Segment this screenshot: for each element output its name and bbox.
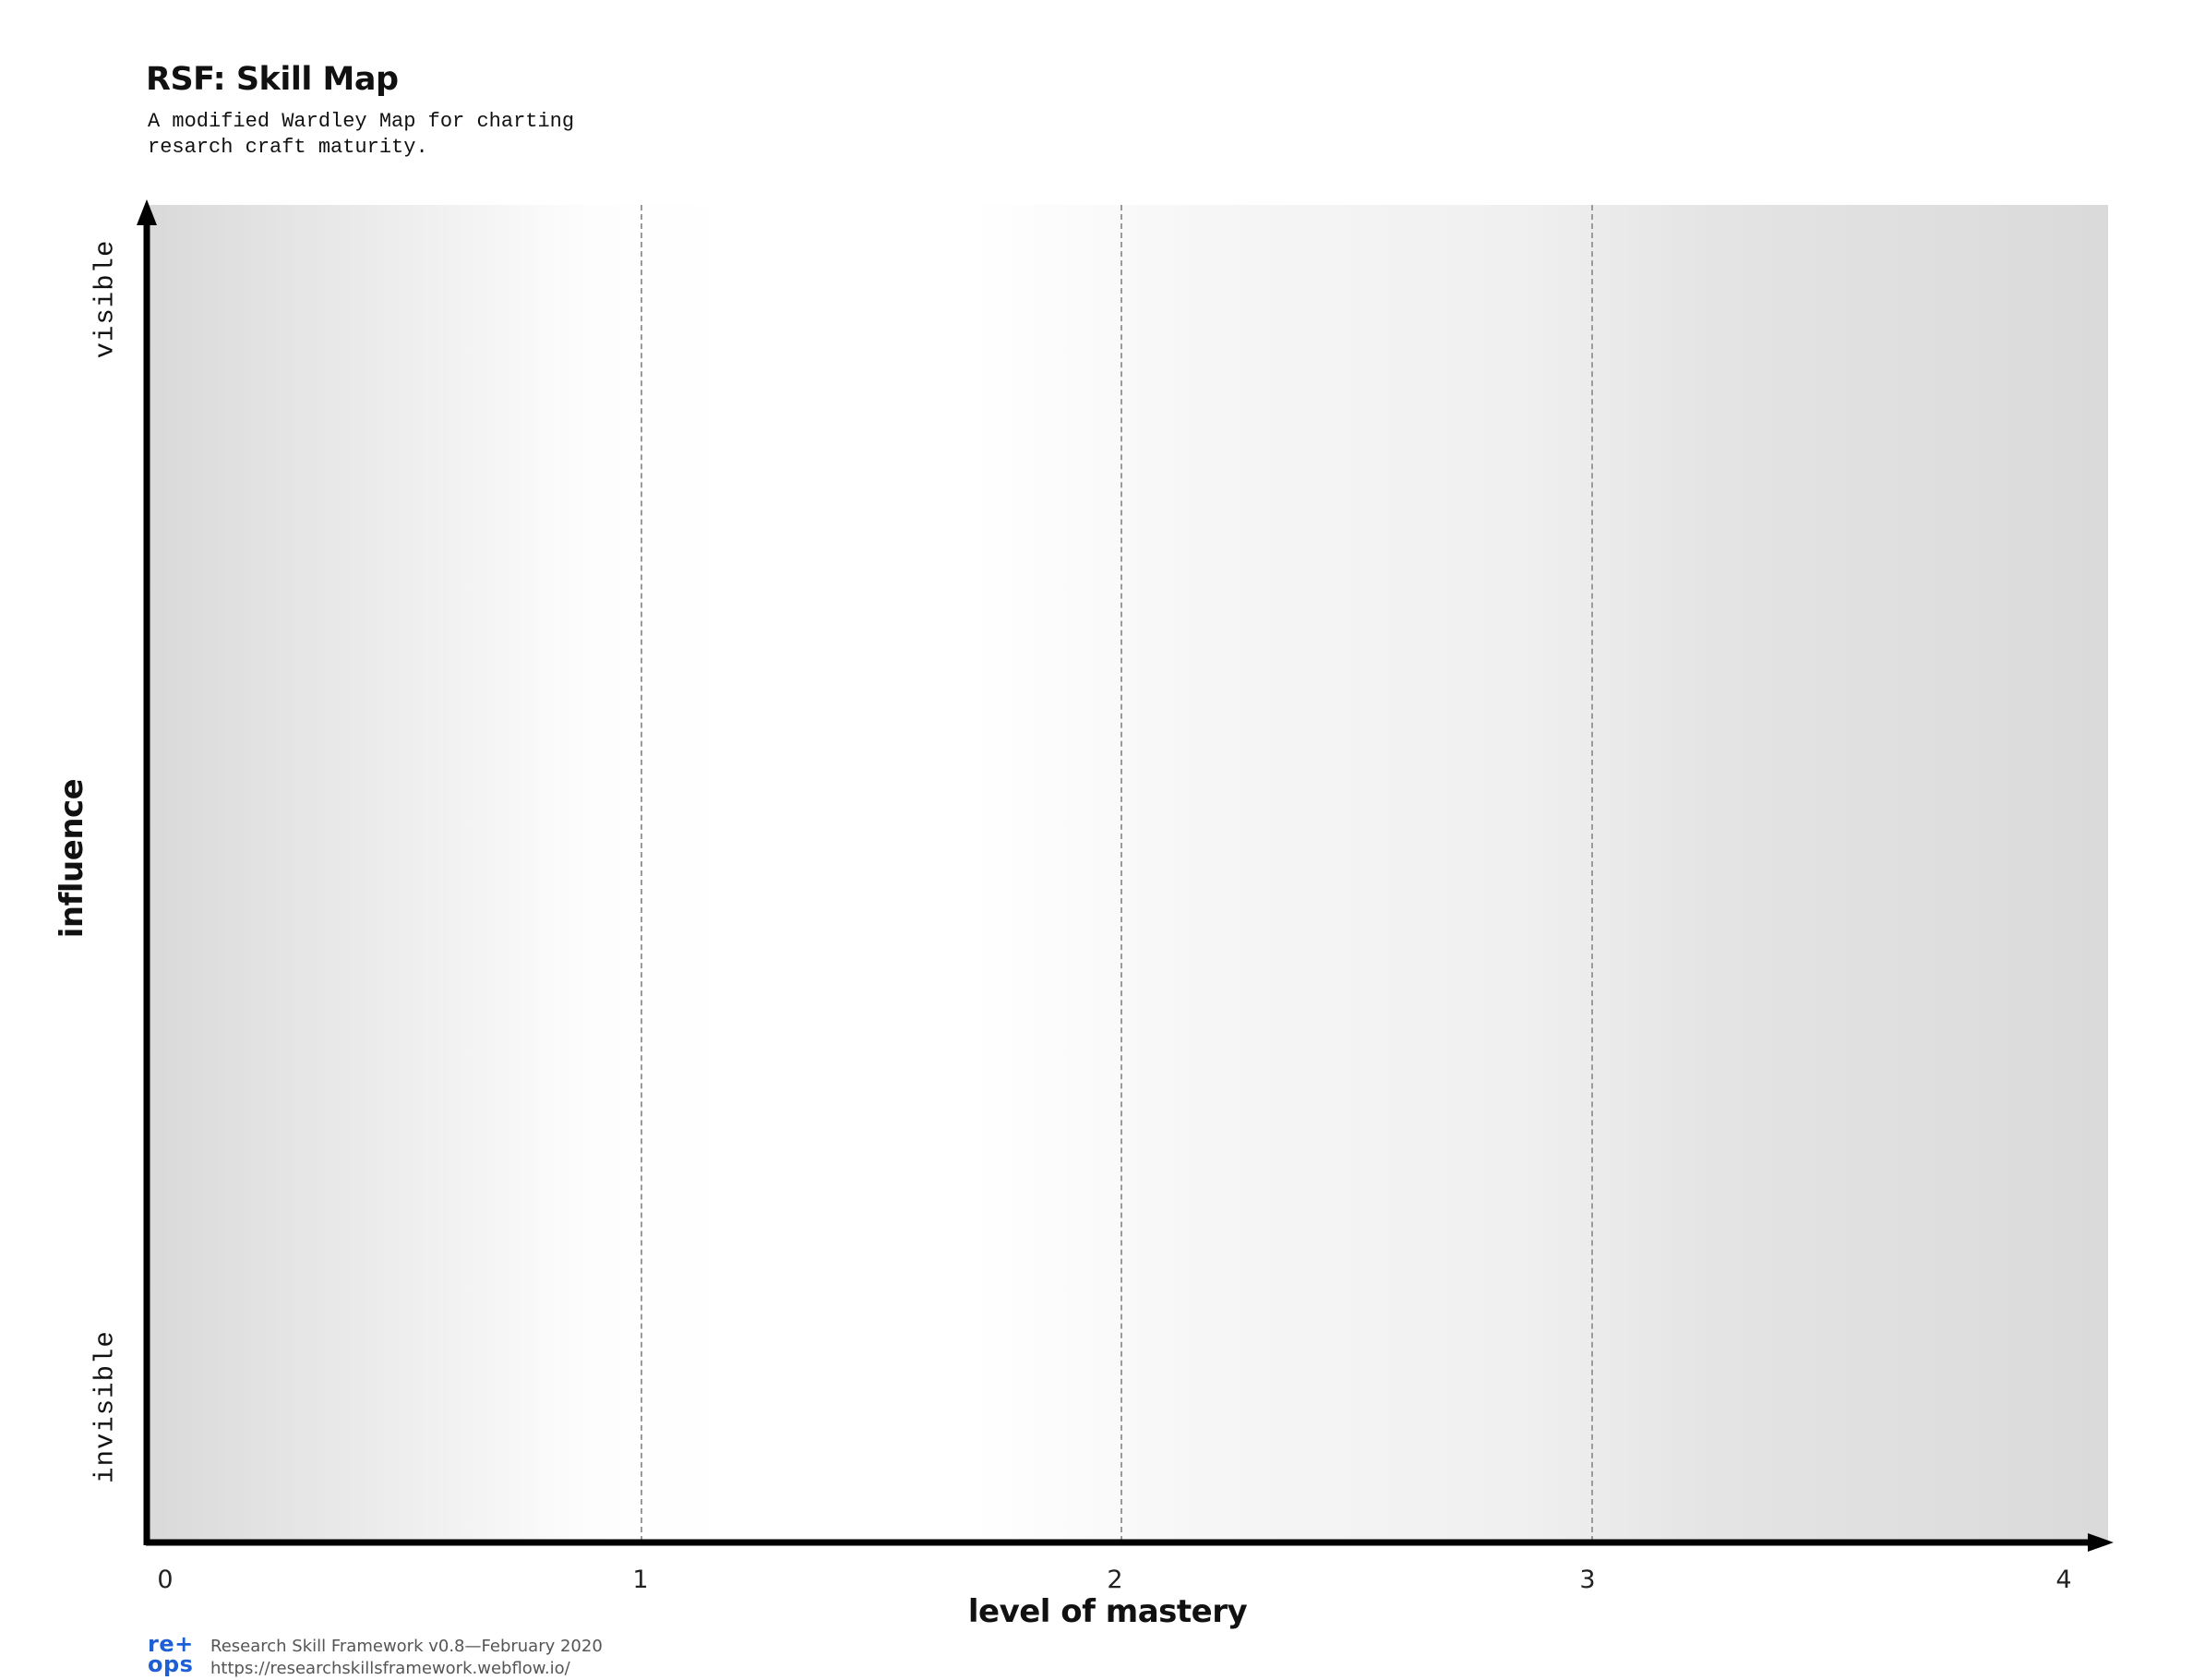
y-axis-arrow: [137, 199, 157, 225]
y-axis-top-label: visible: [90, 239, 121, 359]
map-area: [148, 205, 2108, 1542]
gridline-level-2: [1120, 205, 1122, 1542]
x-axis-label: level of mastery: [967, 1593, 1248, 1630]
x-axis-arrow: [2088, 1533, 2114, 1552]
x-tick-2: 2: [1107, 1566, 1123, 1594]
footer-info: Research Skill Framework v0.8—February 2…: [210, 1636, 603, 1680]
footer-version: Research Skill Framework v0.8—February 2…: [210, 1637, 603, 1656]
x-tick-1: 1: [632, 1566, 649, 1594]
logo-top-text: re+: [148, 1631, 194, 1657]
gridline-level-1: [641, 205, 642, 1542]
y-axis-bottom-label: invisible: [90, 1330, 121, 1483]
gridline-level-3: [1591, 205, 1593, 1542]
x-tick-4: 4: [2055, 1566, 2072, 1594]
reops-logo: re+ ops: [148, 1631, 194, 1677]
page-subtitle: A modified Wardley Map for charting resa…: [148, 110, 575, 159]
page-title: RSF: Skill Map: [146, 61, 399, 98]
footer-url: https://researchskillsframework.webflow.…: [210, 1659, 570, 1678]
x-tick-3: 3: [1579, 1566, 1596, 1594]
logo-bottom-text: ops: [148, 1651, 194, 1677]
y-axis-label: influence: [54, 778, 90, 939]
x-tick-0: 0: [157, 1566, 174, 1594]
